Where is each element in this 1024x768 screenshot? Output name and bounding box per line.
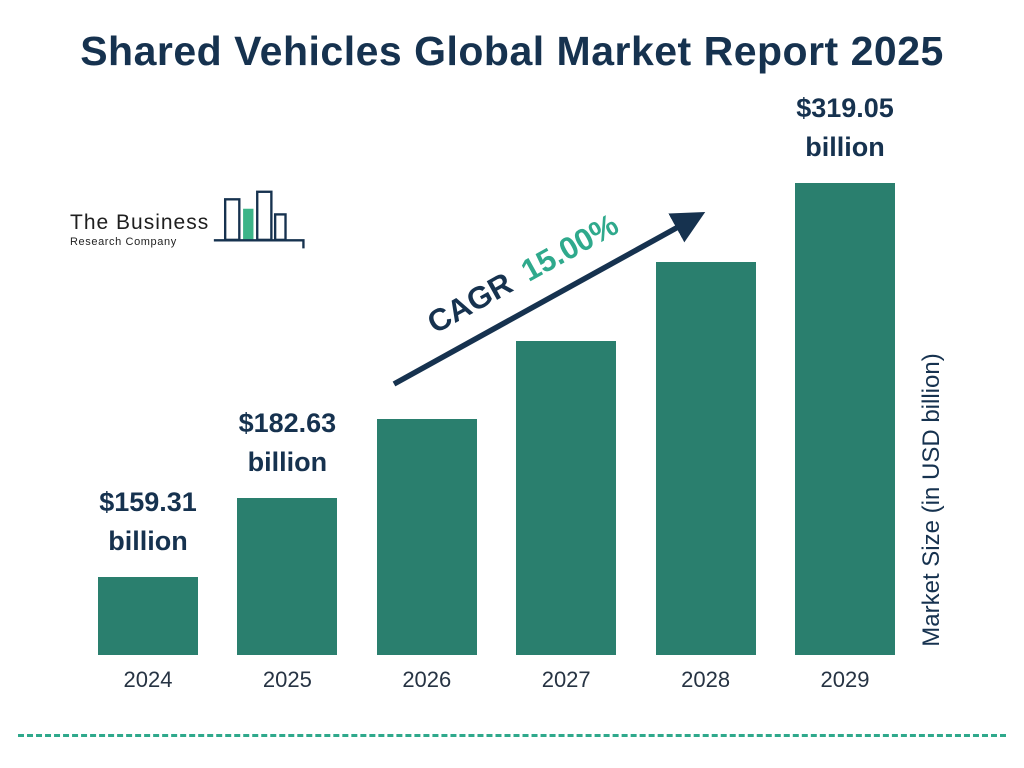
value-unit: billion bbox=[805, 131, 885, 162]
logo-name-line2: Research Company bbox=[70, 235, 177, 248]
company-logo: The Business Research Company bbox=[70, 188, 309, 254]
value-unit: billion bbox=[108, 525, 188, 556]
bar-column: 2028 bbox=[655, 261, 756, 692]
company-logo-text: The Business Research Company bbox=[70, 211, 209, 254]
bar-2025 bbox=[237, 498, 338, 655]
x-tick-label: 2024 bbox=[123, 667, 173, 692]
bar-2026 bbox=[376, 419, 477, 655]
bar-column: 2026 bbox=[376, 419, 477, 692]
value-amount: $182.63 bbox=[238, 407, 337, 438]
x-tick-label: 2029 bbox=[820, 667, 870, 692]
bar-2024 bbox=[98, 577, 198, 655]
bottom-dashed-divider bbox=[18, 734, 1006, 737]
page-title: Shared Vehicles Global Market Report 202… bbox=[80, 28, 944, 74]
x-tick-label: 2027 bbox=[541, 667, 591, 692]
logo-name-line1: The Business bbox=[70, 210, 210, 234]
y-axis-label: Market Size (in USD billion) bbox=[918, 353, 945, 647]
value-amount: $319.05 bbox=[796, 92, 894, 123]
bar-2027 bbox=[516, 340, 617, 655]
bar-column: $182.63 billion 2025 bbox=[237, 404, 338, 692]
bar-column: $159.31 billion 2024 bbox=[98, 483, 198, 692]
bar-column: $319.05 billion 2029 bbox=[795, 89, 895, 692]
bar-2029 bbox=[795, 183, 895, 655]
value-label: $182.63 billion bbox=[197, 404, 377, 482]
bar-column: 2027 bbox=[516, 340, 617, 692]
x-tick-label: 2025 bbox=[262, 667, 312, 692]
value-unit: billion bbox=[247, 447, 328, 478]
value-label: $319.05 billion bbox=[755, 89, 935, 167]
x-tick-label: 2028 bbox=[681, 667, 731, 692]
logo-bar-chart-icon bbox=[214, 190, 305, 249]
bar-2028 bbox=[655, 261, 756, 655]
value-label: $159.31 billion bbox=[58, 483, 238, 561]
x-tick-label: 2026 bbox=[402, 667, 452, 692]
value-amount: $159.31 bbox=[99, 486, 197, 517]
